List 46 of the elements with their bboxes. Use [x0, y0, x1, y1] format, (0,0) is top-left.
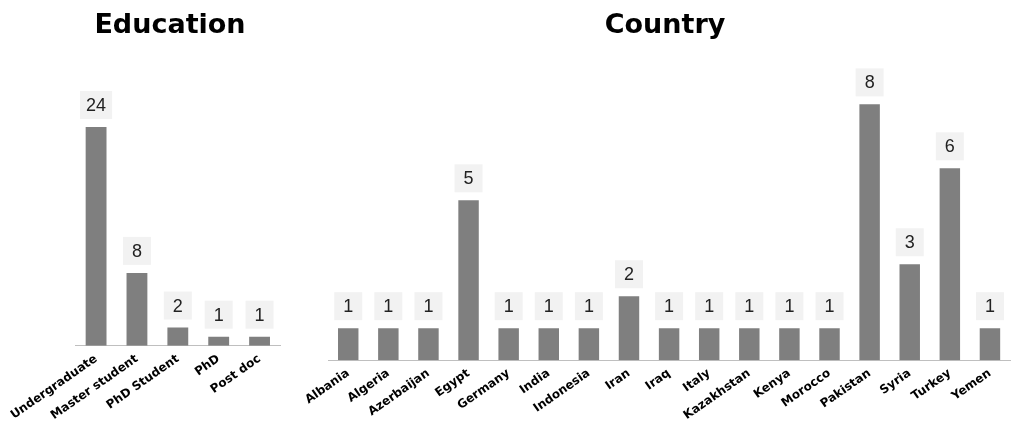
- data-label: 8: [131, 240, 142, 261]
- data-label: 8: [864, 72, 875, 93]
- bar: [498, 328, 519, 361]
- data-label: 1: [583, 296, 594, 317]
- bar: [698, 328, 720, 361]
- data-label: 6: [944, 136, 955, 157]
- chart-title: Education: [94, 8, 246, 40]
- bar: [338, 328, 359, 361]
- bar: [538, 328, 559, 361]
- bar: [658, 328, 680, 361]
- bar: [859, 104, 880, 361]
- bar: [167, 327, 189, 346]
- bar: [378, 328, 399, 361]
- bar: [819, 328, 840, 361]
- data-label: 2: [623, 264, 634, 285]
- data-label: 5: [463, 168, 474, 189]
- data-label: 1: [423, 296, 434, 317]
- data-label: 1: [704, 296, 715, 317]
- bar: [418, 328, 439, 361]
- bar: [779, 328, 800, 361]
- bar: [739, 328, 760, 361]
- data-label: 2: [172, 295, 183, 316]
- x-tick-label: Iran: [602, 365, 633, 393]
- x-tick-label: Iraq: [642, 365, 673, 393]
- bar: [85, 127, 107, 346]
- bar: [618, 296, 640, 361]
- bar: [126, 272, 148, 346]
- data-label: 1: [383, 296, 394, 317]
- data-label: 3: [904, 232, 915, 253]
- data-label: 1: [543, 296, 554, 317]
- data-label: 1: [254, 304, 265, 325]
- data-label: 1: [664, 296, 675, 317]
- data-label: 1: [984, 296, 995, 317]
- data-label: 1: [213, 304, 224, 325]
- data-label: 1: [824, 296, 835, 317]
- bar: [939, 168, 961, 361]
- data-label: 1: [744, 296, 755, 317]
- data-label: 1: [343, 296, 354, 317]
- bar: [458, 200, 479, 361]
- chart-title: Country: [604, 8, 726, 40]
- data-label: 24: [86, 95, 107, 116]
- bar: [979, 328, 1001, 361]
- bar: [578, 328, 600, 361]
- bar: [899, 264, 920, 361]
- data-label: 1: [503, 296, 514, 317]
- data-label: 1: [784, 296, 795, 317]
